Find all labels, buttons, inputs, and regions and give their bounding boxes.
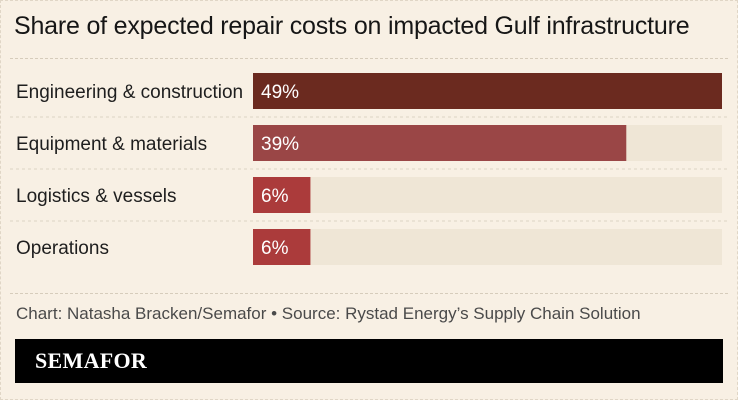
category-label-logistics-vessels: Logistics & vessels xyxy=(16,186,177,207)
bar-chart: Engineering & construction 49% Equipment &… xyxy=(10,73,728,265)
bar-track-logistics-vessels xyxy=(253,177,722,213)
value-label-logistics-vessels: 6% xyxy=(261,186,289,207)
value-label-operations: 6% xyxy=(261,238,289,259)
bar-track-operations xyxy=(253,229,722,265)
bar-logistics-vessels xyxy=(253,177,311,213)
brand-bar: SEMAFOR xyxy=(15,339,723,383)
value-label-engineering-construction: 49% xyxy=(261,82,299,103)
category-label-operations: Operations xyxy=(16,238,109,259)
chart-credit: Chart: Natasha Bracken/Semafor • Source:… xyxy=(16,304,641,323)
category-label-engineering-construction: Engineering & construction xyxy=(16,82,243,103)
category-label-equipment-materials: Equipment & materials xyxy=(16,134,207,155)
title-divider xyxy=(10,58,728,59)
chart-title: Share of expected repair costs on impact… xyxy=(14,12,690,40)
value-label-equipment-materials: 39% xyxy=(261,134,299,155)
bar-equipment-materials xyxy=(253,125,627,161)
bar-operations xyxy=(253,229,311,265)
semafor-logo: SEMAFOR xyxy=(35,348,148,373)
footer-divider xyxy=(10,293,728,294)
bar-engineering-construction xyxy=(253,73,722,109)
